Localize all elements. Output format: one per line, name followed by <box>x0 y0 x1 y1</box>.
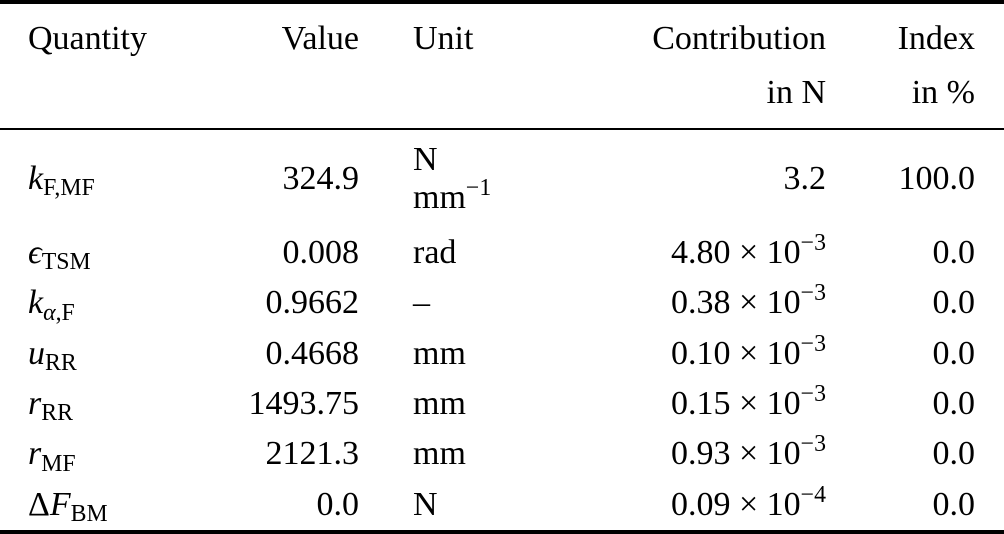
header-index-line2: in % <box>911 74 975 111</box>
quantity-prefix: Δ <box>28 486 50 524</box>
table-row: ϵTSM 0.008 rad 4.80 × 10−3 0.0 <box>0 227 1004 277</box>
quantity-symbol: k <box>28 160 44 198</box>
quantity-cell: kF,MF <box>0 129 240 227</box>
header-quantity: Quantity <box>0 2 240 130</box>
quantity-subscript: BM <box>70 501 108 528</box>
table-header: Quantity Value Unit Contribution in N In… <box>0 2 1004 130</box>
quantity-cell: ϵTSM <box>0 227 240 277</box>
contribution-cell: 4.80 × 10−3 <box>670 229 826 271</box>
contribution-exponent: −4 <box>800 482 826 508</box>
quantity-symbol: ϵ <box>28 233 42 271</box>
contribution-cell: 0.15 × 10−3 <box>670 381 826 423</box>
value-cell: 1493.75 <box>248 385 360 423</box>
header-index-line1: Index <box>897 20 975 57</box>
table-row: uRR 0.4668 mm 0.10 × 10−3 0.0 <box>0 328 1004 378</box>
quantity-subscript: RR <box>45 349 77 376</box>
contribution-exponent: −3 <box>800 330 826 357</box>
contribution-exponent: −3 <box>800 280 826 307</box>
header-contribution-line1: Contribution <box>652 20 826 57</box>
value-cell: 0.4668 <box>265 334 360 372</box>
quantity-symbol: u <box>28 334 45 372</box>
unit-cell: rad <box>413 233 457 271</box>
table-body: kF,MF 324.9 N mm−1 3.2 100.0 ϵTSM 0.008 … <box>0 129 1004 532</box>
index-cell: 100.0 <box>898 160 976 198</box>
quantity-subscript: TSM <box>41 249 91 276</box>
quantity-symbol: k <box>28 284 44 322</box>
contribution-cell: 0.10 × 10−3 <box>670 330 826 372</box>
contribution-exponent: −3 <box>800 229 826 256</box>
contribution-cell: 3.2 <box>783 160 827 198</box>
contribution-exponent: −3 <box>800 381 826 408</box>
header-unit: Unit <box>360 2 515 130</box>
quantity-symbol: F <box>49 486 71 524</box>
quantity-cell: ΔFBM <box>0 479 240 532</box>
unit-cell: mm <box>413 385 466 423</box>
index-cell: 0.0 <box>932 233 976 271</box>
header-row: Quantity Value Unit Contribution in N In… <box>0 2 1004 130</box>
index-cell: 0.0 <box>932 435 976 473</box>
quantity-cell: rMF <box>0 429 240 479</box>
contribution-cell: 0.93 × 10−3 <box>670 431 826 473</box>
unit-exponent: −1 <box>465 175 492 202</box>
table-row: rRR 1493.75 mm 0.15 × 10−3 0.0 <box>0 378 1004 428</box>
value-cell: 0.9662 <box>265 284 360 322</box>
quantity-cell: uRR <box>0 328 240 378</box>
unit-cell: N <box>413 486 438 524</box>
contribution-exponent: −3 <box>800 431 826 458</box>
header-contribution-line2: in N <box>766 74 827 111</box>
header-value: Value <box>240 2 360 130</box>
value-cell: 0.008 <box>282 233 360 271</box>
quantity-cell: kα,F <box>0 278 240 328</box>
table-row: kF,MF 324.9 N mm−1 3.2 100.0 <box>0 129 1004 227</box>
index-cell: 0.0 <box>932 385 976 423</box>
header-index: Index in % <box>827 2 1004 130</box>
index-cell: 0.0 <box>932 284 976 322</box>
quantity-subscript: F,MF <box>43 175 95 202</box>
unit-cell: mm <box>413 334 466 372</box>
table-row: ΔFBM 0.0 N 0.09 × 10−4 0.0 <box>0 479 1004 532</box>
quantity-subscript: RR <box>41 400 73 427</box>
table-row: rMF 2121.3 mm 0.93 × 10−3 0.0 <box>0 429 1004 479</box>
value-cell: 0.0 <box>316 486 360 524</box>
value-cell: 2121.3 <box>265 435 360 473</box>
quantity-symbol: r <box>28 385 42 423</box>
index-cell: 0.0 <box>932 486 976 524</box>
unit-cell: mm <box>413 435 466 473</box>
index-cell: 0.0 <box>932 334 976 372</box>
quantity-subscript: α,F <box>43 299 75 326</box>
header-contribution: Contribution in N <box>515 2 827 130</box>
quantity-cell: rRR <box>0 378 240 428</box>
table-row: kα,F 0.9662 – 0.38 × 10−3 0.0 <box>0 278 1004 328</box>
contribution-cell: 0.38 × 10−3 <box>670 280 826 322</box>
quantity-symbol: r <box>28 435 42 473</box>
unit-cell: N mm−1 <box>413 141 492 217</box>
unit-cell: – <box>413 284 430 322</box>
quantity-subscript: MF <box>41 450 76 477</box>
contribution-cell: 0.09 × 10−4 <box>670 482 826 524</box>
value-cell: 324.9 <box>282 160 360 198</box>
